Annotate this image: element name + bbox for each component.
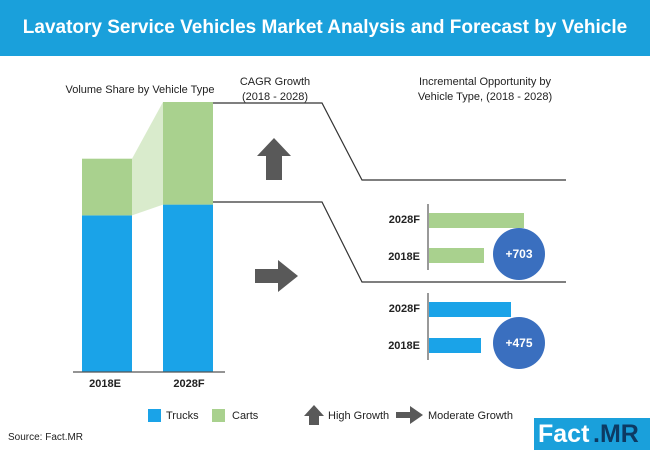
opportunity-bar-carts-2018e — [429, 248, 484, 263]
volume-category-2018: 2018E — [89, 378, 121, 390]
opportunity-title-line2: Vehicle Type, (2018 - 2028) — [417, 91, 553, 103]
opportunity-bars — [429, 213, 524, 353]
opportunity-bar-trucks-2028f — [429, 302, 511, 317]
bar-carts-2018e — [82, 158, 132, 216]
source-note: Source: Fact.MR — [8, 432, 84, 443]
trucks-label-2028: 2028F — [388, 303, 420, 315]
legend-trucks-label: Trucks — [166, 410, 199, 422]
opportunity-title-line1: Incremental Opportunity by — [418, 76, 552, 88]
carts-opportunity-bubble — [493, 228, 545, 280]
volume-bars — [82, 102, 213, 372]
share-shift-shading — [132, 102, 163, 216]
trucks-opportunity-bubble — [493, 317, 545, 369]
logo-text-fact: Fact — [538, 420, 590, 448]
carts-opportunity-value: +703 — [505, 247, 533, 261]
cagr-title-line2: (2018 - 2028) — [241, 91, 309, 103]
trucks-connector-line — [213, 201, 566, 283]
carts-label-2018: 2018E — [388, 251, 420, 263]
legend-high-growth-label: High Growth — [328, 410, 390, 422]
page-title: Lavatory Service Vehicles Market Analysi… — [22, 17, 628, 94]
logo-text-mr: .MR — [593, 420, 639, 448]
trucks-label-2018: 2018E — [388, 340, 420, 352]
high-growth-arrow-icon — [257, 138, 291, 180]
legend-carts-swatch — [212, 409, 225, 422]
carts-connector-line — [213, 102, 566, 181]
legend-moderate-growth-icon — [396, 406, 423, 424]
trucks-opportunity-value: +475 — [505, 336, 533, 350]
opportunity-bar-carts-2028f — [429, 213, 524, 228]
carts-label-2028: 2028F — [388, 214, 420, 226]
volume-category-2028: 2028F — [173, 378, 205, 390]
moderate-growth-arrow-icon — [255, 260, 298, 292]
legend-moderate-growth-label: Moderate Growth — [428, 410, 513, 422]
volume-share-title: Volume Share by Vehicle Type — [65, 84, 215, 96]
legend-trucks-swatch — [148, 409, 161, 422]
legend-high-growth-icon — [304, 405, 324, 425]
title-banner — [0, 0, 650, 56]
bar-trucks-2028f — [163, 204, 213, 372]
bar-carts-2028f — [163, 102, 213, 205]
brand-logo — [534, 418, 650, 450]
cagr-title-line1: CAGR Growth — [239, 76, 311, 88]
bar-trucks-2018e — [82, 215, 132, 372]
opportunity-bar-trucks-2018e — [429, 338, 481, 353]
legend-carts-label: Carts — [232, 410, 259, 422]
